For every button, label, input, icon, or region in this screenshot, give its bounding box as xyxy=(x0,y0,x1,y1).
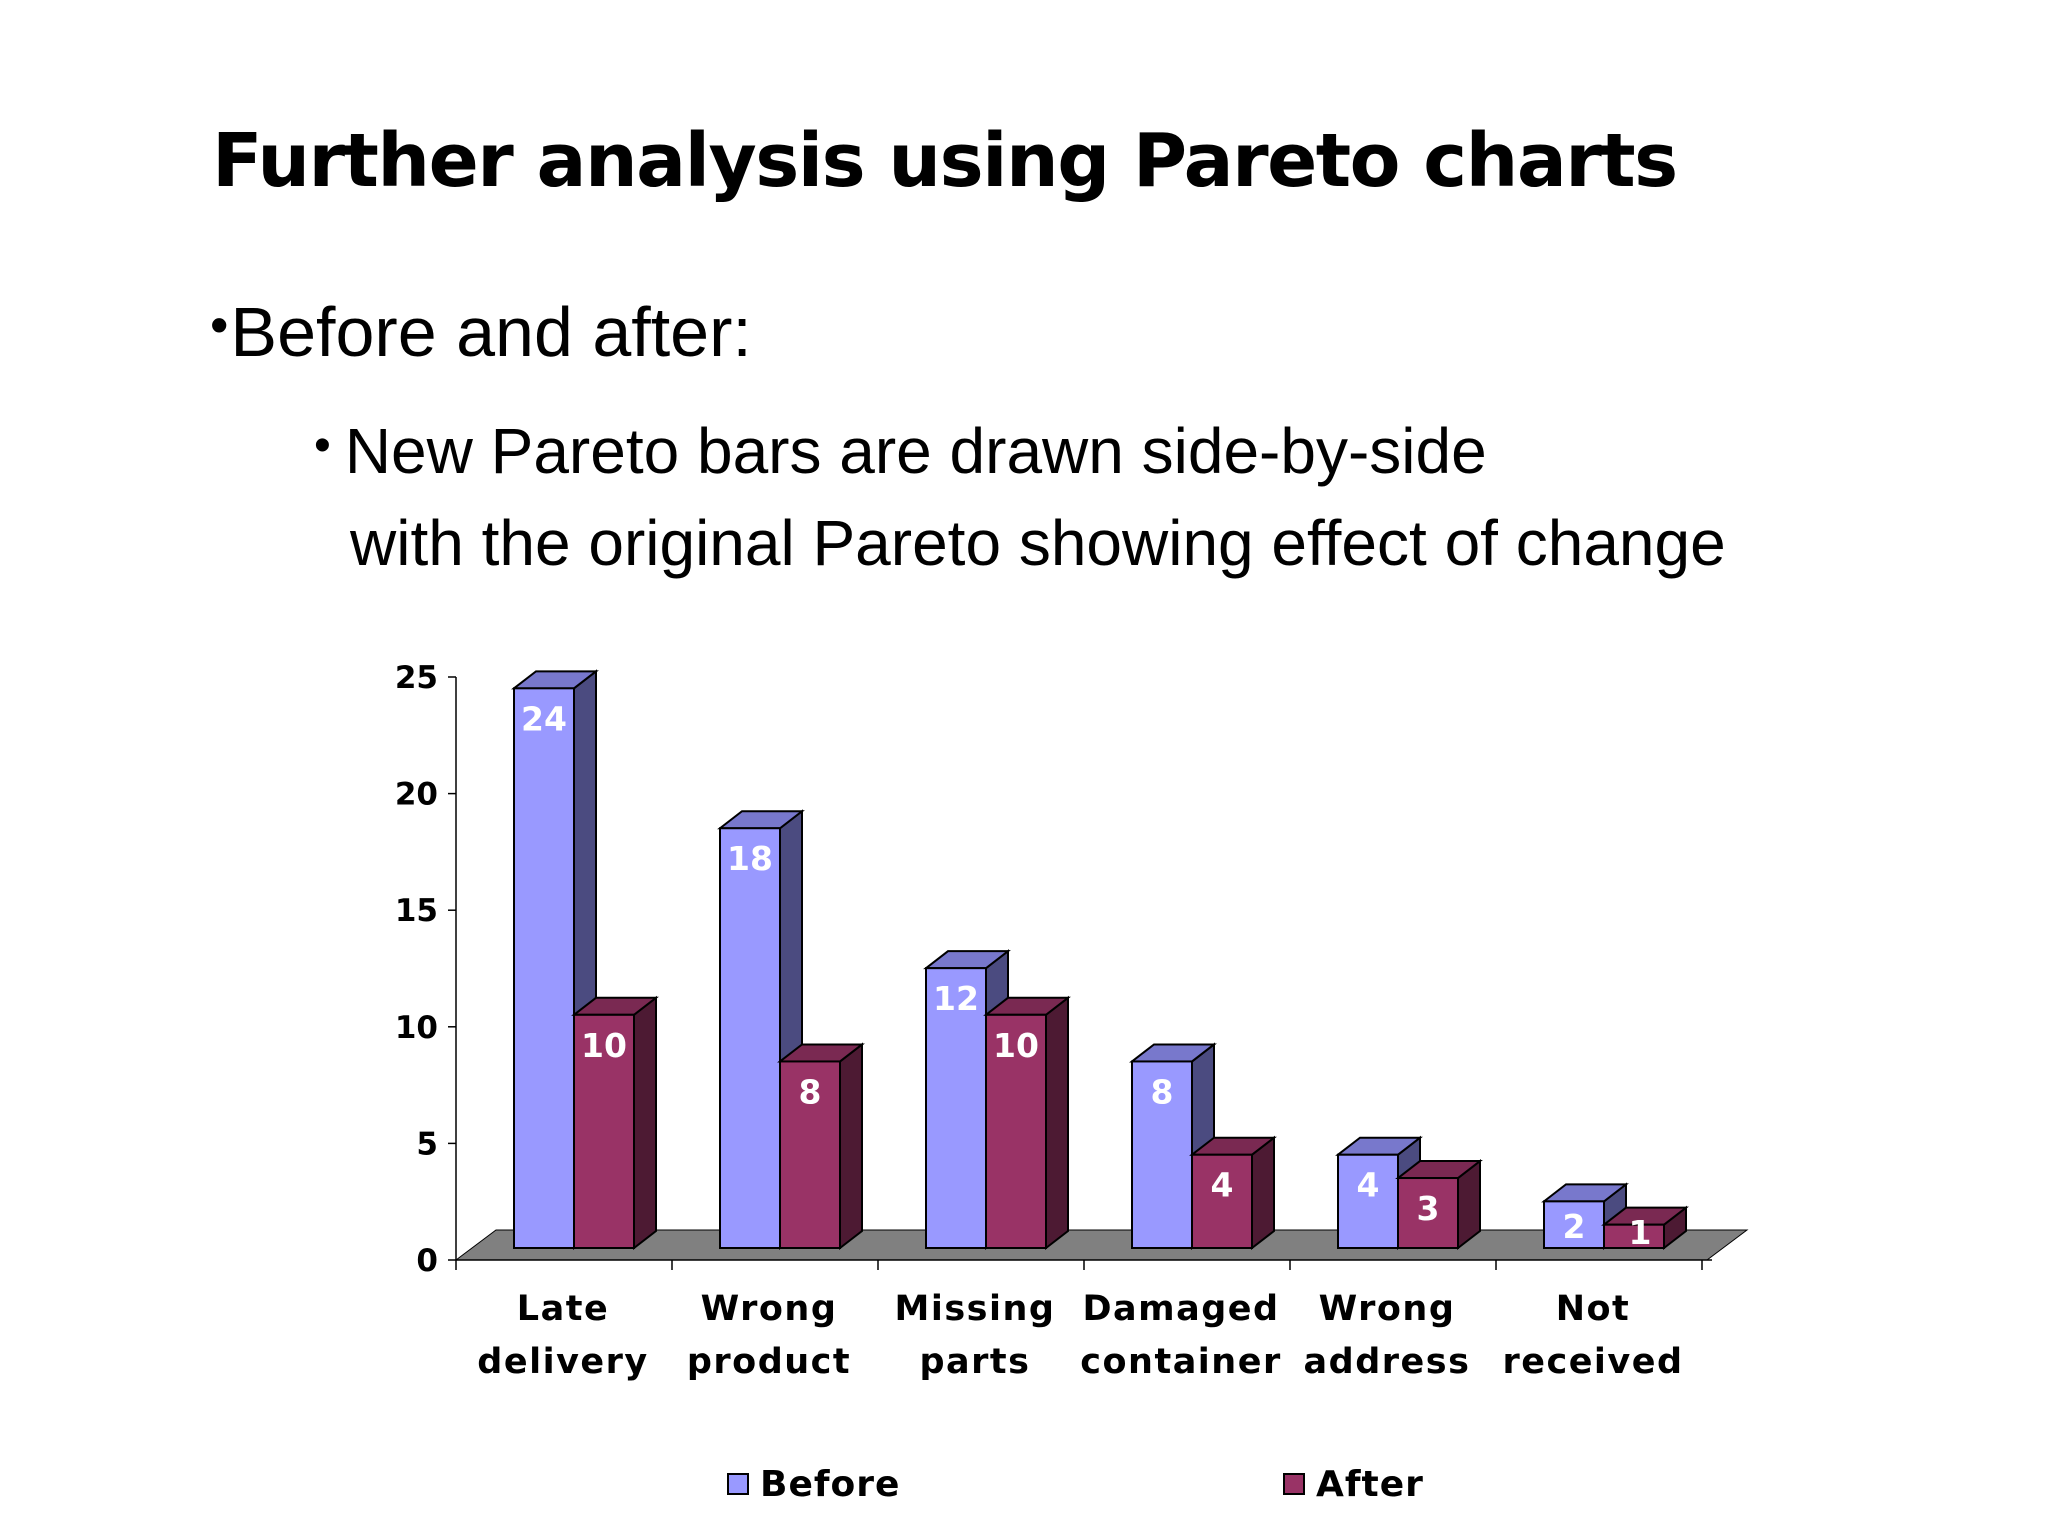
sub-bullet-line-2: with the original Pareto showing effect … xyxy=(350,507,1726,579)
bar-before-front xyxy=(719,827,781,1249)
data-label-before: 24 xyxy=(521,699,567,738)
bar-after-front xyxy=(1603,1223,1665,1250)
data-label-before: 4 xyxy=(1357,1166,1380,1205)
sub-bullet-line-1: New Pareto bars are drawn side-by-side xyxy=(344,415,1487,487)
bar-after xyxy=(777,1042,865,1251)
bar-after xyxy=(1601,1205,1689,1251)
x-category-label: Late xyxy=(517,1289,609,1329)
bar-after-side xyxy=(1251,1135,1275,1251)
bar-after-front xyxy=(1191,1153,1253,1249)
bar-after xyxy=(983,995,1071,1251)
bullet-dot-icon: • xyxy=(314,419,331,472)
y-tick-label: 20 xyxy=(395,777,438,813)
legend-label-before: Before xyxy=(760,1464,900,1505)
bar-after xyxy=(1189,1135,1277,1251)
x-category-label: product xyxy=(687,1342,851,1382)
data-label-before: 12 xyxy=(933,979,979,1018)
legend-label-after: After xyxy=(1316,1464,1424,1505)
bar-before-front xyxy=(513,687,575,1249)
legend-item-after: After xyxy=(1283,1464,1424,1505)
data-label-after: 8 xyxy=(799,1072,822,1111)
data-label-after: 4 xyxy=(1211,1166,1234,1205)
x-category-label: Damaged xyxy=(1082,1289,1279,1329)
bar-after-front xyxy=(779,1060,841,1249)
y-tick-label: 5 xyxy=(416,1126,438,1162)
bar-before-front xyxy=(1543,1200,1605,1249)
sub-bullet-description: • New Pareto bars are drawn side-by-side … xyxy=(314,400,1726,589)
bullet-before-after: •Before and after: xyxy=(210,292,752,372)
slide-title: Further analysis using Pareto charts xyxy=(212,118,1678,204)
x-category-label: Wrong xyxy=(1319,1289,1456,1329)
bar-before-front xyxy=(1131,1060,1193,1249)
data-label-after: 10 xyxy=(581,1026,627,1065)
data-label-after: 1 xyxy=(1629,1213,1652,1252)
bar-after-side xyxy=(633,995,657,1251)
chart-category-labels: Late delivery Wrong product Missing parts Dama… xyxy=(477,1289,1683,1382)
bar-after-front xyxy=(1397,1177,1459,1250)
bar-after-side xyxy=(1045,995,1069,1251)
bullet-dot-icon: • xyxy=(210,295,229,355)
y-tick-label: 10 xyxy=(395,1010,438,1046)
legend-swatch-after xyxy=(1283,1473,1305,1495)
y-tick-label: 15 xyxy=(395,893,438,929)
chart-legend: Before After xyxy=(727,1464,1424,1505)
chart-bars xyxy=(511,669,1689,1251)
data-label-after: 3 xyxy=(1417,1189,1440,1228)
y-tick-label: 0 xyxy=(416,1243,438,1279)
bar-after-side xyxy=(839,1042,863,1251)
bar-after-front xyxy=(985,1013,1047,1249)
bar-before-front xyxy=(925,967,987,1249)
legend-swatch-before xyxy=(727,1473,749,1495)
x-category-label: Not xyxy=(1556,1289,1631,1329)
data-label-before: 2 xyxy=(1563,1207,1586,1246)
x-category-label: container xyxy=(1080,1342,1281,1382)
x-category-label: Missing xyxy=(895,1289,1056,1329)
legend-item-before: Before xyxy=(727,1464,900,1505)
bar-after-front xyxy=(573,1013,635,1249)
x-category-label: received xyxy=(1502,1342,1683,1382)
bullet-text: Before and after: xyxy=(230,293,752,371)
data-label-before: 18 xyxy=(727,839,773,878)
x-category-label: address xyxy=(1304,1342,1471,1382)
y-tick-label: 25 xyxy=(395,660,438,696)
x-category-label: delivery xyxy=(477,1342,648,1382)
x-category-label: parts xyxy=(920,1342,1031,1382)
data-label-before: 8 xyxy=(1151,1072,1174,1111)
data-label-after: 10 xyxy=(993,1026,1039,1065)
chart-axes: 0 5 10 15 20 25 xyxy=(395,660,1712,1279)
x-category-label: Wrong xyxy=(701,1289,838,1329)
bar-after xyxy=(571,995,659,1251)
bar-after xyxy=(1395,1159,1483,1251)
